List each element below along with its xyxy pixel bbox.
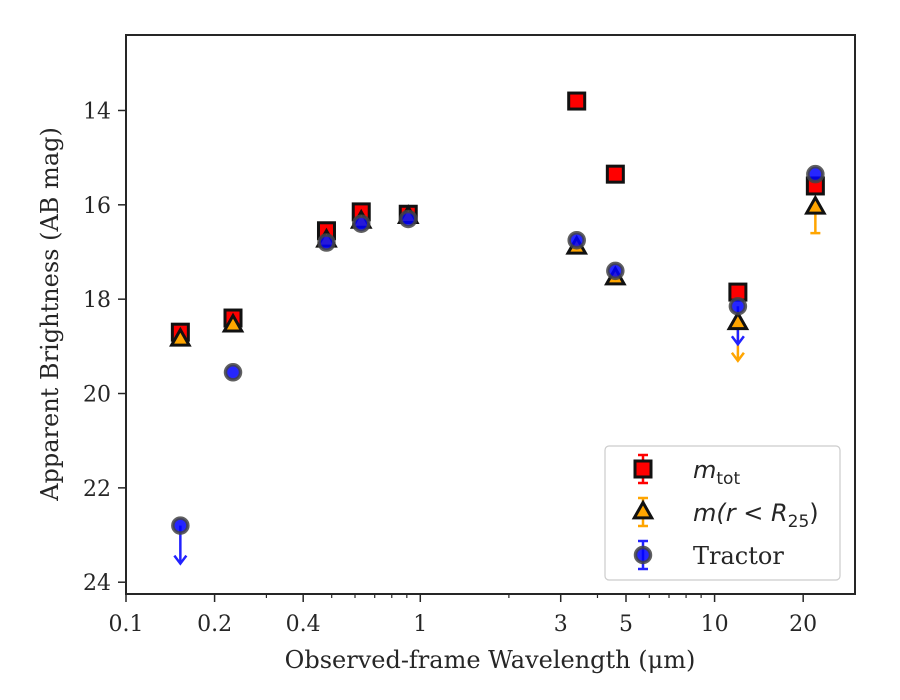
x-tick-label: 0.1 bbox=[109, 612, 144, 637]
x-tick-label: 0.4 bbox=[286, 612, 321, 637]
legend-label: m(r < R25) bbox=[693, 499, 819, 532]
data-marks bbox=[169, 91, 827, 566]
x-tick-label: 0.2 bbox=[197, 612, 232, 637]
y-tick-label: 14 bbox=[83, 99, 111, 124]
data-point-triangle bbox=[726, 310, 750, 331]
x-tick-label: 10 bbox=[701, 612, 729, 637]
y-tick-label: 18 bbox=[83, 288, 111, 313]
y-axis-label: Apparent Brightness (AB mag) bbox=[36, 127, 64, 502]
legend-marker-triangle bbox=[631, 499, 655, 520]
legend-label: mtot bbox=[693, 456, 740, 489]
x-axis-label: Observed-frame Wavelength (μm) bbox=[285, 646, 696, 674]
data-point-circle bbox=[806, 164, 825, 184]
legend-frame bbox=[604, 445, 841, 581]
data-point-triangle bbox=[169, 326, 192, 347]
y-tick-label: 16 bbox=[83, 194, 111, 219]
y-tick-label: 20 bbox=[83, 383, 111, 408]
data-point-circle bbox=[351, 214, 371, 233]
x-tick-label: 1 bbox=[413, 612, 427, 637]
data-point-square bbox=[605, 164, 625, 184]
data-point-circle bbox=[606, 261, 625, 281]
upper-limit-arrowhead bbox=[730, 352, 745, 363]
data-point-circle bbox=[171, 516, 190, 535]
y-tick-label: 24 bbox=[83, 571, 111, 596]
data-point-circle bbox=[317, 233, 336, 252]
data-point-circle bbox=[398, 209, 418, 229]
data-point-triangle bbox=[221, 312, 245, 333]
upper-limit-arrowhead bbox=[173, 554, 188, 566]
y-tick-label: 22 bbox=[83, 477, 111, 502]
axis-ticks: 0.1 0.2 0.4 1 3 5 10 20 14 16 18 20 22 24 bbox=[83, 99, 817, 637]
legend-marker-square bbox=[633, 459, 653, 479]
data-point-circle bbox=[567, 230, 586, 250]
x-tick-label: 20 bbox=[789, 612, 817, 637]
data-point-circle bbox=[223, 363, 243, 382]
legend-label: Tractor bbox=[693, 542, 784, 570]
plot-frame bbox=[125, 34, 856, 595]
data-point-triangle bbox=[804, 194, 827, 215]
data-point-circle bbox=[728, 296, 748, 316]
x-tick-label: 5 bbox=[619, 612, 633, 637]
legend-marker-circle bbox=[633, 545, 653, 565]
legend: mtot m(r < R25) Tractor bbox=[604, 445, 841, 581]
x-tick-label: 3 bbox=[554, 612, 568, 637]
upper-limit-arrowhead bbox=[730, 335, 745, 347]
data-point-square bbox=[567, 91, 587, 111]
